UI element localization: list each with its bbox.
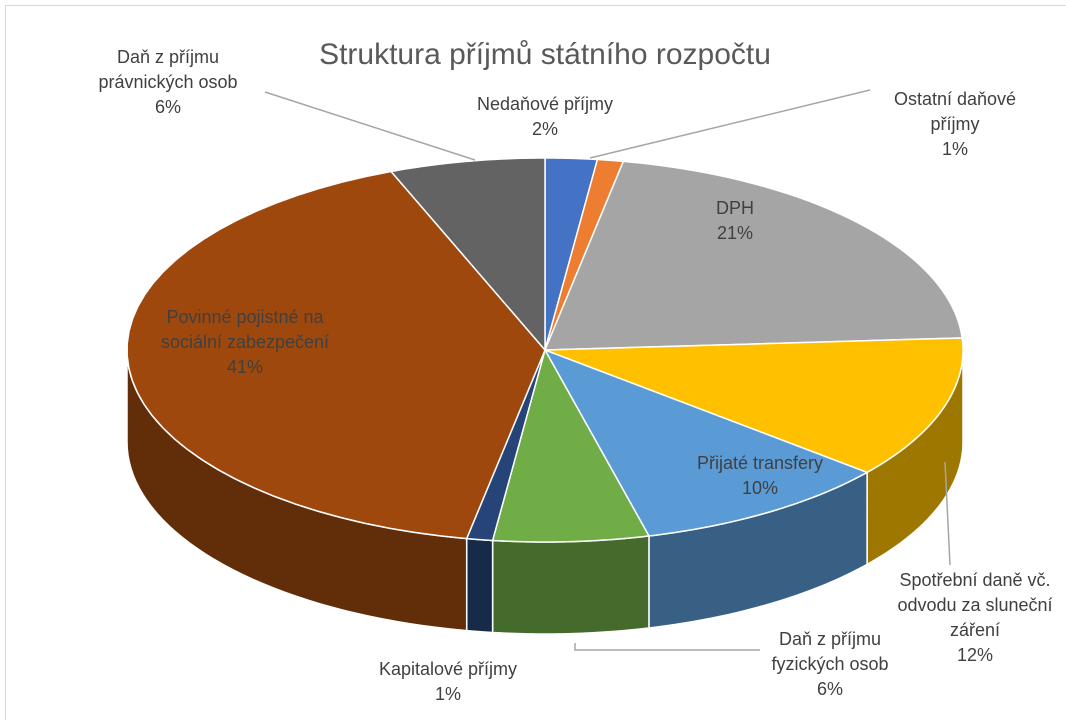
- value-label: 1%: [434, 684, 461, 704]
- value-label: 41%: [226, 357, 264, 377]
- slice: [491, 348, 651, 543]
- value-label: 12%: [956, 645, 994, 665]
- data-label: Ostatní daňové příjmy 1%: [870, 87, 1040, 162]
- data-label: DPH 21%: [675, 196, 795, 246]
- chart-border: [5, 5, 1066, 720]
- value-label: 1%: [941, 139, 968, 159]
- value-label: 10%: [741, 478, 779, 498]
- leader-line: [574, 643, 760, 651]
- category-label: Daň z příjmu fyzických osob: [771, 629, 889, 674]
- value-label: 21%: [716, 223, 754, 243]
- data-label: Nedaňové příjmy 2%: [445, 92, 645, 142]
- slice: [543, 160, 964, 351]
- leader-line: [264, 91, 476, 161]
- category-label: Ostatní daňové příjmy: [893, 89, 1017, 134]
- data-label: Povinné pojistné na sociální zabezpečení…: [153, 305, 338, 380]
- slice-side: [465, 537, 494, 634]
- slice: [126, 170, 546, 540]
- data-label: Daň z příjmu právnických osob 6%: [73, 45, 263, 120]
- category-label: Spotřební daně vč. odvodu za sluneční zá…: [897, 570, 1053, 640]
- leader-lines: [264, 89, 951, 651]
- category-label: DPH: [715, 198, 754, 218]
- pie: [126, 157, 964, 635]
- value-label: 6%: [816, 679, 843, 699]
- data-label: Přijaté transfery 10%: [660, 451, 860, 501]
- data-label: Kapitalové příjmy 1%: [348, 657, 548, 707]
- data-label: Daň z příjmu fyzických osob 6%: [745, 627, 915, 702]
- slice: [543, 348, 869, 537]
- category-label: Kapitalové příjmy: [378, 659, 518, 679]
- category-label: Nedaňové příjmy: [476, 94, 614, 114]
- leader-line: [944, 461, 951, 566]
- category-label: Daň z příjmu právnických osob: [98, 47, 238, 92]
- data-label: Spotřební daně vč. odvodu za sluneční zá…: [880, 568, 1066, 668]
- slice: [389, 157, 546, 353]
- slice: [544, 337, 964, 474]
- category-label: Přijaté transfery: [696, 453, 824, 473]
- leader-line: [589, 89, 871, 159]
- value-label: 2%: [531, 119, 558, 139]
- chart-title: Struktura příjmů státního rozpočtu: [319, 38, 771, 71]
- value-label: 6%: [154, 97, 181, 117]
- slice-side: [491, 535, 650, 635]
- category-label: Povinné pojistné na sociální zabezpečení: [160, 307, 330, 352]
